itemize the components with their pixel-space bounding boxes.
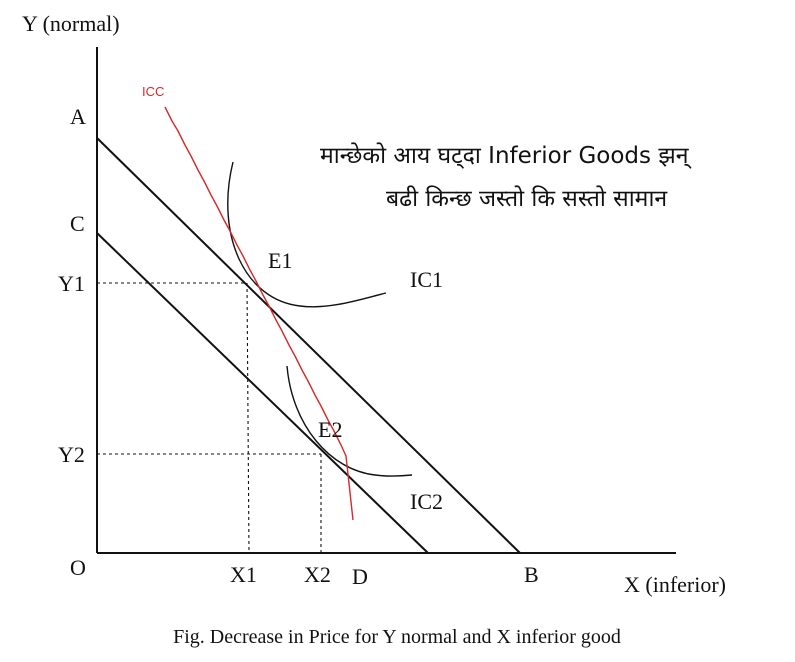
figure-caption: Fig. Decrease in Price for Y normal and … bbox=[173, 626, 621, 648]
point-e2-label: E2 bbox=[318, 417, 342, 442]
annotation-line-2: बढी किन्छ जस्तो कि सस्तो सामान bbox=[386, 185, 668, 212]
x-axis-label: X (inferior) bbox=[624, 572, 726, 597]
tick-y2: Y2 bbox=[58, 442, 85, 467]
curve-ic1-label: IC1 bbox=[410, 267, 443, 292]
tick-x2: X2 bbox=[304, 562, 331, 587]
point-b-label: B bbox=[524, 562, 539, 587]
annotation-line-1: मान्छेको आय घट्दा Inferior Goods झन् bbox=[320, 142, 692, 169]
tick-y1: Y1 bbox=[58, 271, 85, 296]
curve-icc-label: ICC bbox=[142, 84, 164, 99]
point-e1-label: E1 bbox=[268, 248, 292, 273]
point-a-label: A bbox=[70, 104, 86, 129]
income-consumption-curve bbox=[164, 106, 354, 521]
indifference-curve-ic2 bbox=[286, 365, 413, 477]
point-d-label: D bbox=[352, 564, 368, 589]
y-axis-label: Y (normal) bbox=[22, 11, 120, 36]
tick-x1: X1 bbox=[230, 562, 257, 587]
origin-label: O bbox=[70, 555, 86, 580]
curve-ic2-label: IC2 bbox=[410, 489, 443, 514]
budget-line-cd bbox=[96, 232, 429, 554]
guide-e1-vertical bbox=[246, 282, 250, 554]
budget-line-ab bbox=[96, 137, 521, 554]
indifference-curve-ic1 bbox=[227, 161, 387, 308]
point-c-label: C bbox=[70, 211, 85, 236]
